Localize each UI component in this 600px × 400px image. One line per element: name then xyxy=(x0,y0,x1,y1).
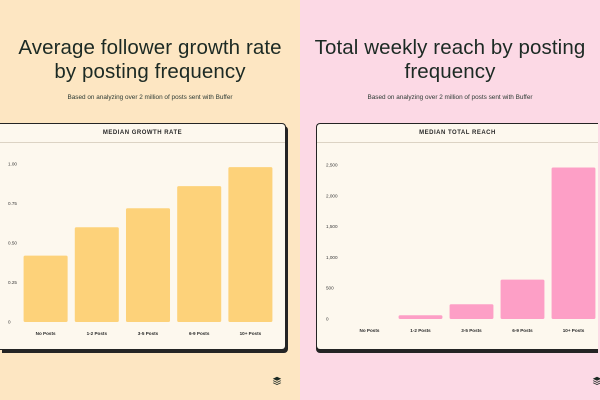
y-tick-label: 0 xyxy=(326,317,329,322)
chart-title: MEDIAN GROWTH RATE xyxy=(0,124,285,143)
y-tick-label: 0.50 xyxy=(8,241,17,246)
x-tick-label: 10+ Posts xyxy=(240,331,262,336)
chart-title: MEDIAN TOTAL REACH xyxy=(317,124,598,143)
panel-reach: Total weekly reach by posting frequency … xyxy=(300,0,600,400)
x-tick-label: 3-5 Posts xyxy=(461,328,482,333)
x-tick-label: 6-9 Posts xyxy=(512,328,533,333)
y-tick-label: 2,000 xyxy=(326,193,338,198)
bar-10-posts xyxy=(228,167,273,322)
chart-card-growth: MEDIAN GROWTH RATE 0 0.25 0.50 0.75 1.00 No P… xyxy=(0,123,286,350)
buffer-stack-icon xyxy=(592,376,600,386)
y-tick-label: 1,000 xyxy=(326,255,338,260)
y-tick-label: 1,500 xyxy=(326,224,338,229)
x-tick-label: 6-9 Posts xyxy=(189,331,210,336)
bar-1-2-posts xyxy=(398,315,443,319)
reach-bar-chart: 0 500 1,000 1,500 2,000 2,500 No Posts 1-2 Post… xyxy=(326,163,596,333)
y-tick-label: 0 xyxy=(8,320,11,325)
y-tick-label: 2,500 xyxy=(326,163,338,168)
page-title: Total weekly reach by posting frequency xyxy=(314,36,586,83)
bar-6-9-posts xyxy=(177,186,222,322)
bar-3-5-posts xyxy=(125,208,171,322)
y-tick-label: 500 xyxy=(326,286,334,291)
x-tick-label: 3-5 Posts xyxy=(138,331,159,336)
bar-10-posts xyxy=(551,167,596,319)
x-tick-label: No Posts xyxy=(360,328,380,333)
page-subtitle: Based on analyzing over 2 million of pos… xyxy=(367,94,533,101)
bar-6-9-posts xyxy=(500,279,545,319)
page-title: Average follower growth rate by posting … xyxy=(18,36,282,83)
y-tick-label: 1.00 xyxy=(8,162,17,167)
x-tick-label: 10+ Posts xyxy=(563,328,585,333)
page-subtitle: Based on analyzing over 2 million of pos… xyxy=(67,94,233,101)
x-tick-label: No Posts xyxy=(36,331,56,336)
bar-3-5-posts xyxy=(449,304,494,319)
buffer-stack-icon xyxy=(272,376,282,386)
chart-card-reach: MEDIAN TOTAL REACH 0 500 1,000 1,500 2,000 2,… xyxy=(316,123,598,350)
x-tick-label: 1-2 Posts xyxy=(410,328,431,333)
y-tick-label: 0.75 xyxy=(8,201,17,206)
x-tick-label: 1-2 Posts xyxy=(87,331,108,336)
growth-bar-chart: 0 0.25 0.50 0.75 1.00 No Posts 1-2 Posts 3-5 Po… xyxy=(8,162,273,336)
panel-growth: Average follower growth rate by posting … xyxy=(0,36,286,386)
bar-1-2-posts xyxy=(74,227,119,322)
bar-no-posts xyxy=(23,255,68,322)
y-tick-label: 0.25 xyxy=(8,280,17,285)
